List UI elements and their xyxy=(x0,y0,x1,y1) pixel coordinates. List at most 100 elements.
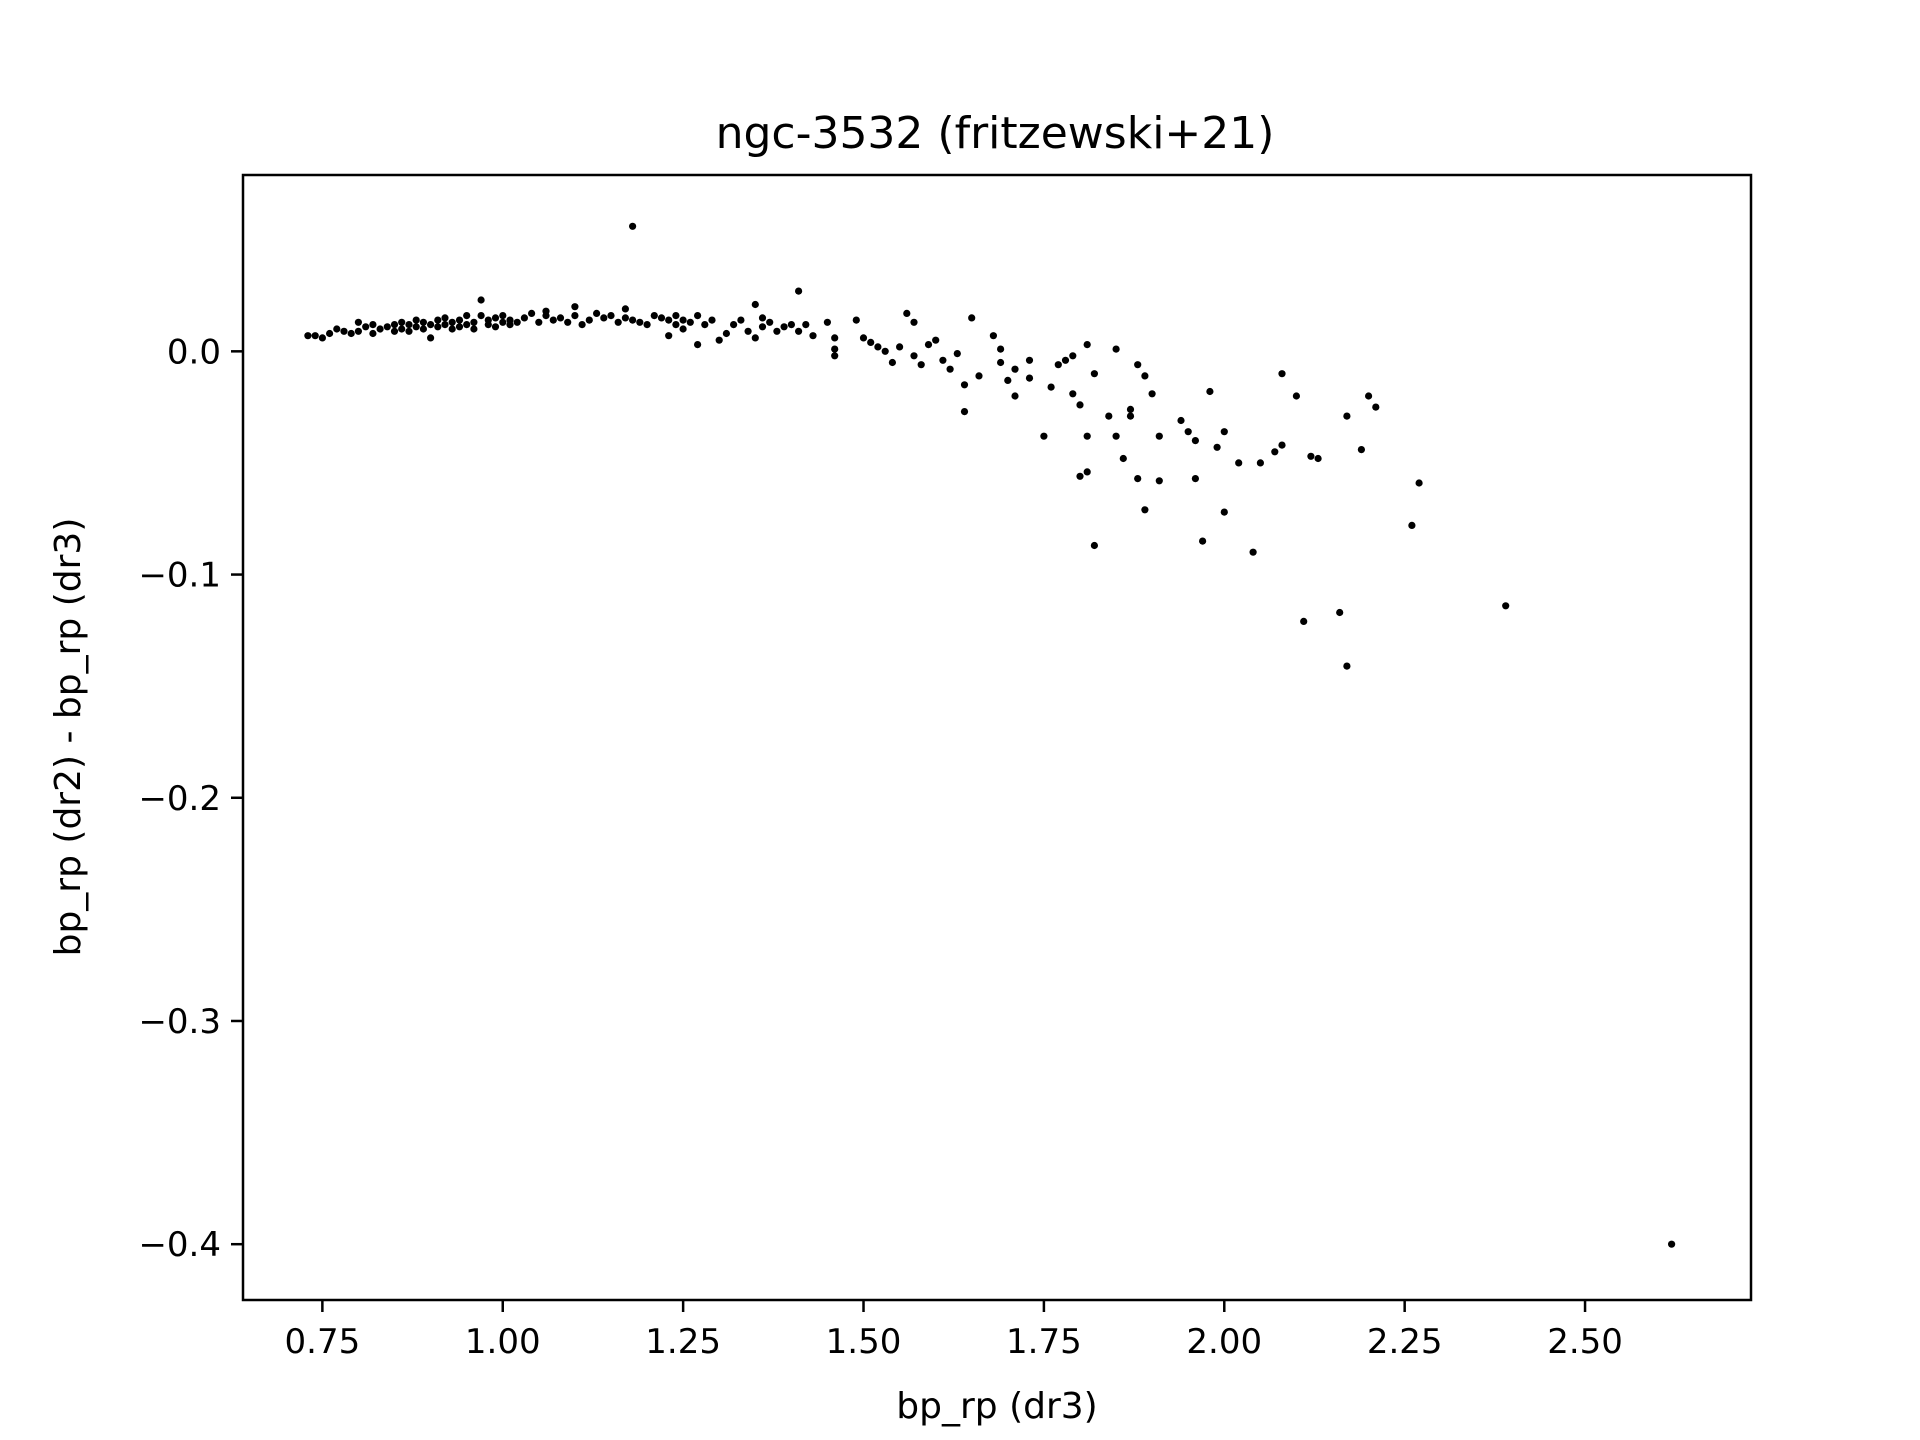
plot-frame xyxy=(241,173,1753,1302)
data-point xyxy=(1112,432,1120,440)
data-point xyxy=(1220,508,1228,516)
data-point xyxy=(1112,345,1120,353)
data-point xyxy=(434,316,442,324)
data-point xyxy=(1271,448,1279,456)
data-point xyxy=(448,318,456,326)
data-point xyxy=(311,332,319,340)
data-point xyxy=(1502,602,1510,610)
data-point xyxy=(1206,387,1214,396)
data-point xyxy=(968,314,976,322)
data-point xyxy=(477,312,485,320)
data-point xyxy=(888,358,897,367)
data-point xyxy=(593,309,601,317)
data-point xyxy=(499,318,507,326)
data-point xyxy=(549,316,557,324)
data-point xyxy=(751,300,759,309)
data-point xyxy=(751,334,759,342)
data-point xyxy=(737,316,745,324)
data-point xyxy=(960,408,969,416)
data-point xyxy=(1292,392,1300,400)
data-point xyxy=(1314,454,1322,463)
data-point xyxy=(1126,405,1135,413)
data-point xyxy=(535,318,543,326)
data-point xyxy=(1047,383,1055,391)
data-point xyxy=(924,341,933,349)
data-point xyxy=(376,325,384,333)
data-point xyxy=(831,334,839,342)
data-point xyxy=(1040,432,1048,440)
y-tick-label: −0.2 xyxy=(138,779,221,819)
data-point xyxy=(491,314,500,322)
data-point xyxy=(571,312,579,320)
chart-title: ngc-3532 (fritzewski+21) xyxy=(716,108,1275,159)
x-axis-ticks: 0.75 1.00 1.25 1.50 1.75 2.00 2.25 2.50 xyxy=(285,1300,1623,1362)
data-point xyxy=(960,381,969,389)
data-point xyxy=(701,321,709,329)
data-point xyxy=(932,336,940,344)
data-point xyxy=(347,329,355,338)
data-point xyxy=(1134,475,1142,483)
data-point xyxy=(1357,446,1365,454)
data-point xyxy=(463,312,471,320)
data-point xyxy=(520,314,529,322)
data-point xyxy=(1025,356,1034,364)
data-point xyxy=(1076,401,1084,409)
data-point xyxy=(1090,370,1098,378)
data-point xyxy=(1126,412,1135,420)
data-point xyxy=(766,318,774,326)
data-point xyxy=(989,332,998,340)
data-point xyxy=(1134,361,1142,369)
data-point xyxy=(1025,374,1034,382)
data-point xyxy=(657,314,666,322)
data-point xyxy=(802,321,810,329)
data-point xyxy=(419,318,427,326)
data-point xyxy=(1249,548,1257,556)
data-point xyxy=(780,323,788,331)
data-point xyxy=(665,316,673,324)
data-point xyxy=(369,329,377,338)
data-point xyxy=(578,321,586,329)
data-point xyxy=(722,329,731,338)
data-point xyxy=(917,361,925,369)
data-point xyxy=(881,347,889,355)
data-point xyxy=(809,332,817,340)
data-point xyxy=(621,314,630,322)
data-point xyxy=(585,316,593,324)
data-point xyxy=(758,323,767,331)
data-point xyxy=(1069,352,1077,360)
data-point xyxy=(1415,479,1423,487)
data-point xyxy=(997,345,1005,353)
data-point xyxy=(513,318,521,326)
data-point xyxy=(477,296,485,304)
data-point xyxy=(556,314,565,322)
data-point xyxy=(333,325,341,333)
data-point xyxy=(694,312,702,320)
data-point xyxy=(787,321,796,329)
data-point xyxy=(975,372,983,380)
data-point xyxy=(1191,475,1199,483)
data-point xyxy=(1191,437,1199,445)
data-point xyxy=(1177,416,1185,425)
data-point xyxy=(340,327,348,335)
data-point xyxy=(1199,537,1207,545)
data-point xyxy=(795,287,803,295)
data-point xyxy=(455,316,464,324)
data-point xyxy=(1155,432,1163,440)
data-point xyxy=(427,334,435,342)
data-point xyxy=(1141,372,1149,380)
data-point xyxy=(859,334,868,342)
data-point xyxy=(318,334,326,342)
x-tick-label: 0.75 xyxy=(285,1322,361,1362)
data-point xyxy=(412,316,420,324)
data-point xyxy=(715,336,723,344)
data-point xyxy=(405,321,413,329)
x-tick-label: 2.00 xyxy=(1186,1322,1262,1362)
data-point xyxy=(773,327,781,335)
data-point xyxy=(1343,412,1351,420)
data-point xyxy=(629,222,637,230)
data-point xyxy=(1011,365,1019,373)
data-point xyxy=(1343,662,1351,670)
data-point xyxy=(997,358,1005,367)
data-point xyxy=(607,312,615,320)
